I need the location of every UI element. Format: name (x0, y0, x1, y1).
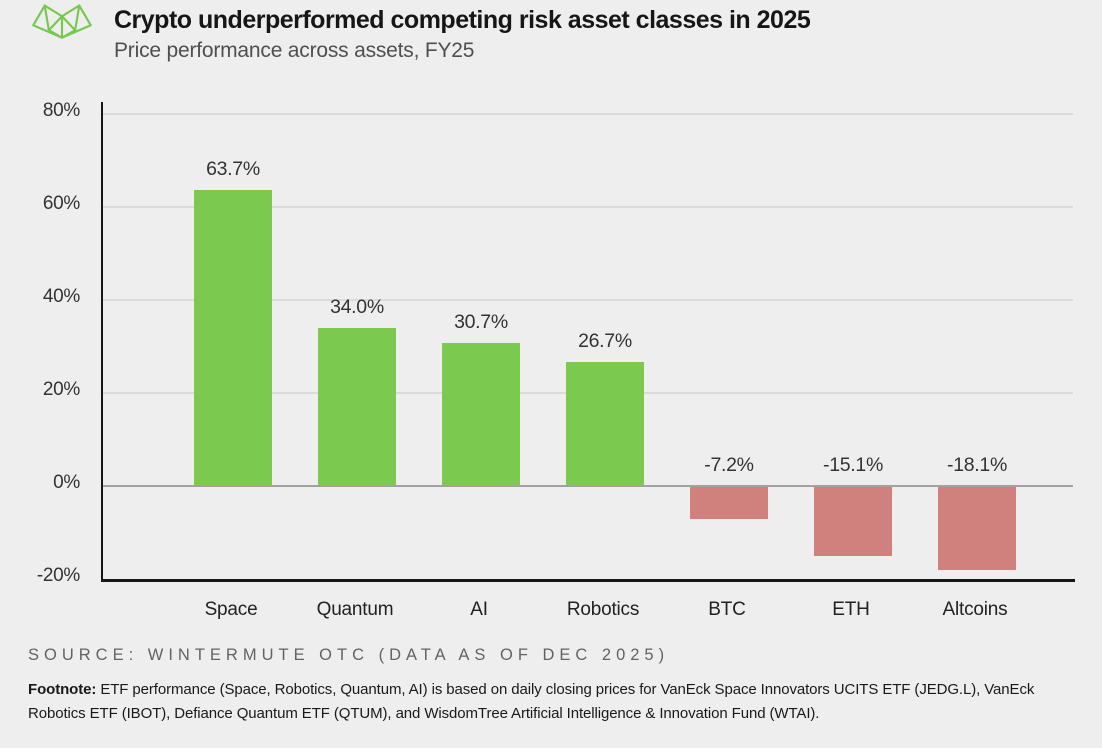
x-axis-category-label: Space (204, 599, 258, 620)
bar-value-label: -15.1% (823, 454, 883, 476)
x-axis-category-label: Altcoins (942, 599, 1008, 620)
gridline (103, 206, 1073, 208)
footnote: Footnote: ETF performance (Space, Roboti… (28, 678, 1084, 725)
bar-value-label: 34.0% (330, 295, 384, 318)
gridline (103, 113, 1073, 115)
wintermute-logo-icon (32, 4, 92, 39)
value-bar (566, 361, 644, 486)
x-axis-category-label: BTC (708, 599, 746, 620)
y-axis-tick-label: 60% (42, 193, 80, 214)
value-bar (938, 486, 1016, 571)
zero-gridline (103, 485, 1073, 487)
x-axis-category-label: Quantum (316, 599, 394, 620)
value-bar (814, 486, 892, 557)
value-bar (442, 343, 520, 486)
gridline (103, 299, 1073, 301)
value-bar (318, 327, 396, 486)
plot-area: 63.7% 34.0% 30.7% 26.7% -7.2% -15.1% -18.1% (101, 102, 1075, 582)
value-bar (690, 486, 768, 520)
y-axis-tick-label: 80% (42, 100, 80, 121)
x-axis-category-label: ETH (832, 599, 870, 620)
bar-value-label: -18.1% (947, 454, 1007, 476)
bar-chart: 80% 60% 40% 20% 0% -20% 63.7% 34.0% 30.7% 26.7% -… (36, 100, 1075, 620)
footnote-text: ETF performance (Space, Robotics, Quantu… (28, 681, 1035, 722)
footnote-label: Footnote: (28, 681, 97, 698)
bar-value-label: 63.7% (206, 157, 260, 180)
x-axis-category-label: Robotics (566, 599, 640, 620)
y-axis-tick-label: -20% (36, 565, 80, 586)
y-axis-tick-label: 40% (42, 286, 80, 307)
bar-value-label: -7.2% (704, 454, 754, 476)
value-bar (194, 189, 272, 486)
chart-subtitle: Price performance across assets, FY25 (114, 39, 475, 62)
y-axis-tick-label: 0% (53, 472, 80, 493)
x-axis-category-label: AI (470, 599, 488, 620)
bar-value-label: 30.7% (454, 311, 508, 334)
bar-value-label: 26.7% (578, 329, 632, 352)
source-line: SOURCE: WINTERMUTE OTC (DATA AS OF DEC 2… (28, 646, 670, 664)
y-axis-tick-label: 20% (42, 379, 80, 400)
chart-title: Crypto underperformed competing risk ass… (114, 6, 811, 34)
